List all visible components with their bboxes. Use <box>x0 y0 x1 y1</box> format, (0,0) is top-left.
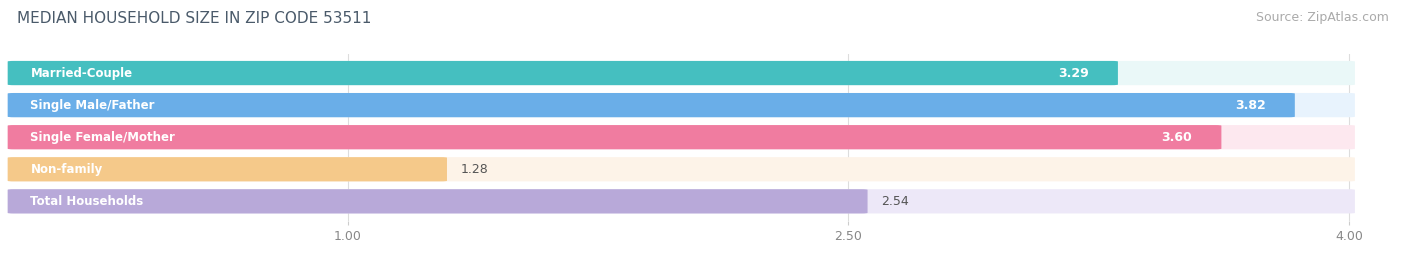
FancyBboxPatch shape <box>7 93 1295 117</box>
Text: 3.29: 3.29 <box>1057 66 1088 80</box>
Text: Source: ZipAtlas.com: Source: ZipAtlas.com <box>1256 11 1389 24</box>
Text: Single Male/Father: Single Male/Father <box>31 99 155 112</box>
FancyBboxPatch shape <box>7 93 1355 117</box>
FancyBboxPatch shape <box>7 61 1118 85</box>
FancyBboxPatch shape <box>7 61 1355 85</box>
Text: Married-Couple: Married-Couple <box>31 66 132 80</box>
FancyBboxPatch shape <box>7 125 1222 149</box>
FancyBboxPatch shape <box>7 189 1355 214</box>
FancyBboxPatch shape <box>7 157 1355 181</box>
Text: 2.54: 2.54 <box>882 195 910 208</box>
Text: Single Female/Mother: Single Female/Mother <box>31 131 176 144</box>
Text: 1.28: 1.28 <box>461 163 489 176</box>
FancyBboxPatch shape <box>7 189 868 214</box>
Text: Non-family: Non-family <box>31 163 103 176</box>
Text: Total Households: Total Households <box>31 195 143 208</box>
Text: 3.60: 3.60 <box>1161 131 1192 144</box>
FancyBboxPatch shape <box>7 157 447 181</box>
FancyBboxPatch shape <box>7 125 1355 149</box>
Text: MEDIAN HOUSEHOLD SIZE IN ZIP CODE 53511: MEDIAN HOUSEHOLD SIZE IN ZIP CODE 53511 <box>17 11 371 26</box>
Text: 3.82: 3.82 <box>1234 99 1265 112</box>
